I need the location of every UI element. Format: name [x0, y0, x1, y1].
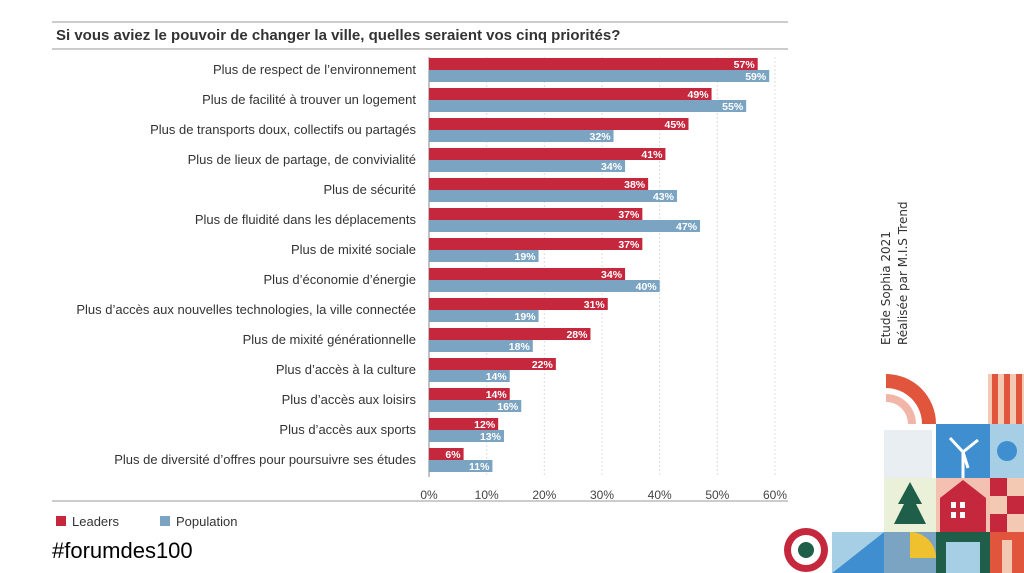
x-tick-label: 50% — [705, 488, 729, 502]
source-line-1: Etude Sophia 2021 — [879, 231, 893, 345]
bar-population — [429, 220, 701, 232]
value-label: 49% — [688, 89, 710, 101]
value-label: 37% — [618, 239, 640, 251]
value-label: 40% — [636, 281, 658, 293]
bar-leaders — [429, 238, 643, 250]
bar-population — [429, 100, 747, 112]
value-label: 38% — [624, 179, 646, 191]
source-line-2: Réalisée par M.I.S Trend — [896, 201, 910, 345]
value-label: 31% — [584, 299, 606, 311]
x-tick-label: 60% — [763, 488, 787, 502]
value-label: 47% — [676, 221, 698, 233]
value-label: 28% — [566, 329, 588, 341]
value-label: 14% — [486, 389, 508, 401]
source-credit: Etude Sophia 2021 Réalisée par M.I.S Tre… — [878, 201, 912, 345]
value-label: 13% — [480, 431, 502, 443]
bar-population — [429, 130, 614, 142]
bar-population — [429, 190, 677, 202]
bar-leaders — [429, 328, 591, 340]
bar-population — [429, 160, 626, 172]
value-label: 45% — [664, 119, 686, 131]
category-label: Plus de fluidité dans les déplacements — [195, 212, 417, 227]
value-label: 14% — [486, 371, 508, 383]
wind-turbine-icon — [948, 436, 965, 454]
x-tick-label: 0% — [420, 488, 438, 502]
category-label: Plus de mixité générationnelle — [243, 332, 416, 347]
value-label: 11% — [469, 461, 490, 473]
bar-leaders — [429, 418, 499, 430]
bar-population — [429, 280, 660, 292]
value-label: 32% — [590, 131, 612, 143]
arc-icon — [886, 394, 916, 424]
value-label: 37% — [618, 209, 640, 221]
category-label: Plus de diversité d’offres pour poursuiv… — [114, 452, 416, 467]
category-label: Plus de mixité sociale — [291, 242, 416, 257]
decorative-city-illustration — [784, 374, 1024, 573]
category-label: Plus d’accès aux nouvelles technologies,… — [76, 302, 416, 317]
category-label: Plus d’accès aux sports — [279, 422, 416, 437]
bar-leaders — [429, 178, 649, 190]
value-label: 43% — [653, 191, 675, 203]
value-label: 57% — [734, 59, 756, 71]
legend-swatch-population — [160, 516, 170, 526]
category-label: Plus de respect de l’environnement — [213, 62, 416, 77]
value-label: 59% — [745, 71, 767, 83]
chart-title: Si vous aviez le pouvoir de changer la v… — [56, 27, 620, 44]
category-label: Plus d’économie d’énergie — [264, 272, 416, 287]
value-label: 55% — [722, 101, 744, 113]
bar-population — [429, 370, 510, 382]
bar-population — [429, 70, 770, 82]
bar-leaders — [429, 58, 758, 70]
bar-leaders — [429, 358, 556, 370]
value-label: 6% — [445, 449, 461, 461]
value-label: 41% — [641, 149, 663, 161]
value-label: 19% — [515, 251, 537, 263]
category-label: Plus de sécurité — [324, 182, 417, 197]
bar-population — [429, 400, 522, 412]
x-tick-label: 40% — [648, 488, 672, 502]
bar-leaders — [429, 268, 626, 280]
value-label: 16% — [497, 401, 519, 413]
x-tick-label: 20% — [532, 488, 556, 502]
bar-population — [429, 460, 493, 472]
category-label: Plus de facilité à trouver un logement — [202, 92, 416, 107]
bar-population — [429, 310, 539, 322]
tree-icon — [894, 482, 926, 524]
bar-leaders — [429, 298, 608, 310]
value-label: 12% — [474, 419, 496, 431]
category-label: Plus d’accès aux loisirs — [282, 392, 417, 407]
legend-label-leaders: Leaders — [72, 514, 119, 529]
value-label: 22% — [532, 359, 554, 371]
bar-leaders — [429, 448, 464, 460]
value-label: 19% — [515, 311, 537, 323]
value-label: 34% — [601, 161, 623, 173]
bar-population — [429, 340, 533, 352]
category-label: Plus de lieux de partage, de convivialit… — [188, 152, 416, 167]
bar-population — [429, 430, 504, 442]
legend: Leaders Population — [56, 514, 237, 529]
legend-swatch-leaders — [56, 516, 66, 526]
value-label: 18% — [509, 341, 531, 353]
quarter-circle-icon — [910, 532, 936, 558]
bar-leaders — [429, 208, 643, 220]
legend-label-population: Population — [176, 514, 237, 529]
x-tick-label: 10% — [475, 488, 499, 502]
bar-leaders — [429, 388, 510, 400]
value-label: 34% — [601, 269, 623, 281]
arc-icon — [886, 374, 936, 424]
bar-leaders — [429, 88, 712, 100]
bar-leaders — [429, 118, 689, 130]
hashtag: #forumdes100 — [52, 538, 193, 563]
category-label: Plus d’accès à la culture — [276, 362, 416, 377]
bar-leaders — [429, 148, 666, 160]
category-label: Plus de transports doux, collectifs ou p… — [150, 122, 416, 137]
bar-population — [429, 250, 539, 262]
x-tick-label: 30% — [590, 488, 614, 502]
